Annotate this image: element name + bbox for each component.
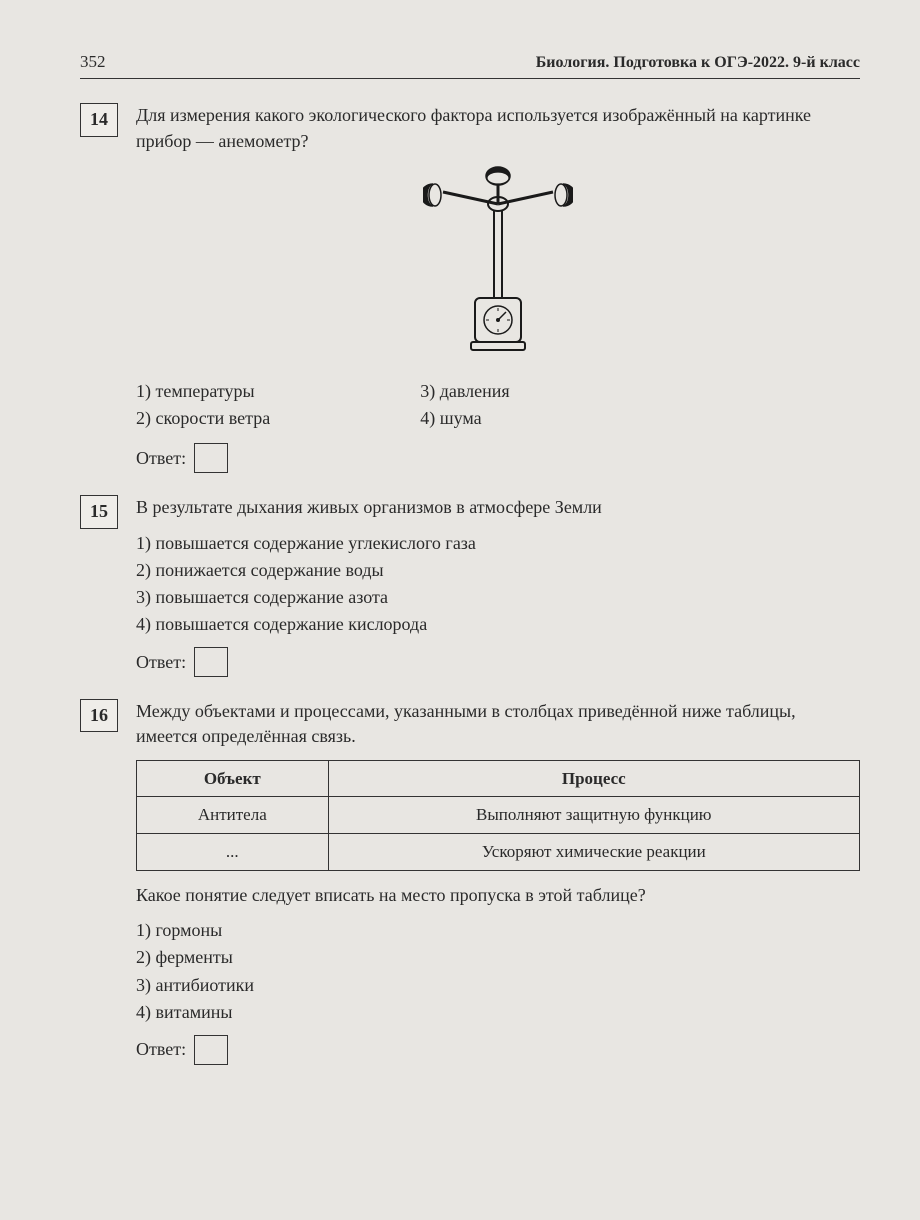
question-text-2: Какое понятие следует вписать на место п…: [136, 883, 860, 908]
answer-label: Ответ:: [136, 1037, 186, 1062]
answer-box[interactable]: [194, 647, 228, 677]
answer-box[interactable]: [194, 443, 228, 473]
option-2: 2) ферменты: [136, 945, 860, 970]
option-3: 3) повышается содержание азота: [136, 585, 860, 610]
table-header-process: Процесс: [328, 760, 859, 797]
option-4: 4) шума: [420, 406, 509, 431]
table-cell: Ускоряют химические реакции: [328, 834, 859, 871]
relation-table: Объект Процесс Антитела Выполняют защитн…: [136, 760, 860, 871]
question-text: Для измерения какого экологического факт…: [136, 103, 860, 153]
option-1: 1) гормоны: [136, 918, 860, 943]
question-number-box: 15: [80, 495, 118, 528]
table-header-object: Объект: [137, 760, 329, 797]
option-2: 2) понижается содержание воды: [136, 558, 860, 583]
question-16: 16 Между объектами и процессами, указанн…: [80, 699, 860, 1065]
table-cell: Выполняют защитную функцию: [328, 797, 859, 834]
answer-box[interactable]: [194, 1035, 228, 1065]
option-3: 3) антибиотики: [136, 973, 860, 998]
page-header: 352 Биология. Подготовка к ОГЭ-2022. 9-й…: [80, 50, 860, 79]
option-2: 2) скорости ветра: [136, 406, 270, 431]
question-number-box: 14: [80, 103, 118, 136]
anemometer-figure: [136, 166, 860, 363]
question-text: Между объектами и процессами, указанными…: [136, 699, 860, 749]
table-cell: ...: [137, 834, 329, 871]
option-4: 4) повышается содержание кислорода: [136, 612, 860, 637]
header-title: Биология. Подготовка к ОГЭ-2022. 9-й кла…: [536, 52, 860, 74]
question-15: 15 В результате дыхания живых организмов…: [80, 495, 860, 677]
answer-label: Ответ:: [136, 446, 186, 471]
question-text: В результате дыхания живых организмов в …: [136, 495, 860, 520]
question-number-box: 16: [80, 699, 118, 732]
option-3: 3) давления: [420, 379, 509, 404]
answer-label: Ответ:: [136, 650, 186, 675]
question-14: 14 Для измерения какого экологического ф…: [80, 103, 860, 473]
option-4: 4) витамины: [136, 1000, 860, 1025]
option-1: 1) температуры: [136, 379, 270, 404]
table-cell: Антитела: [137, 797, 329, 834]
option-1: 1) повышается содержание углекислого газ…: [136, 531, 860, 556]
page-number: 352: [80, 50, 106, 74]
